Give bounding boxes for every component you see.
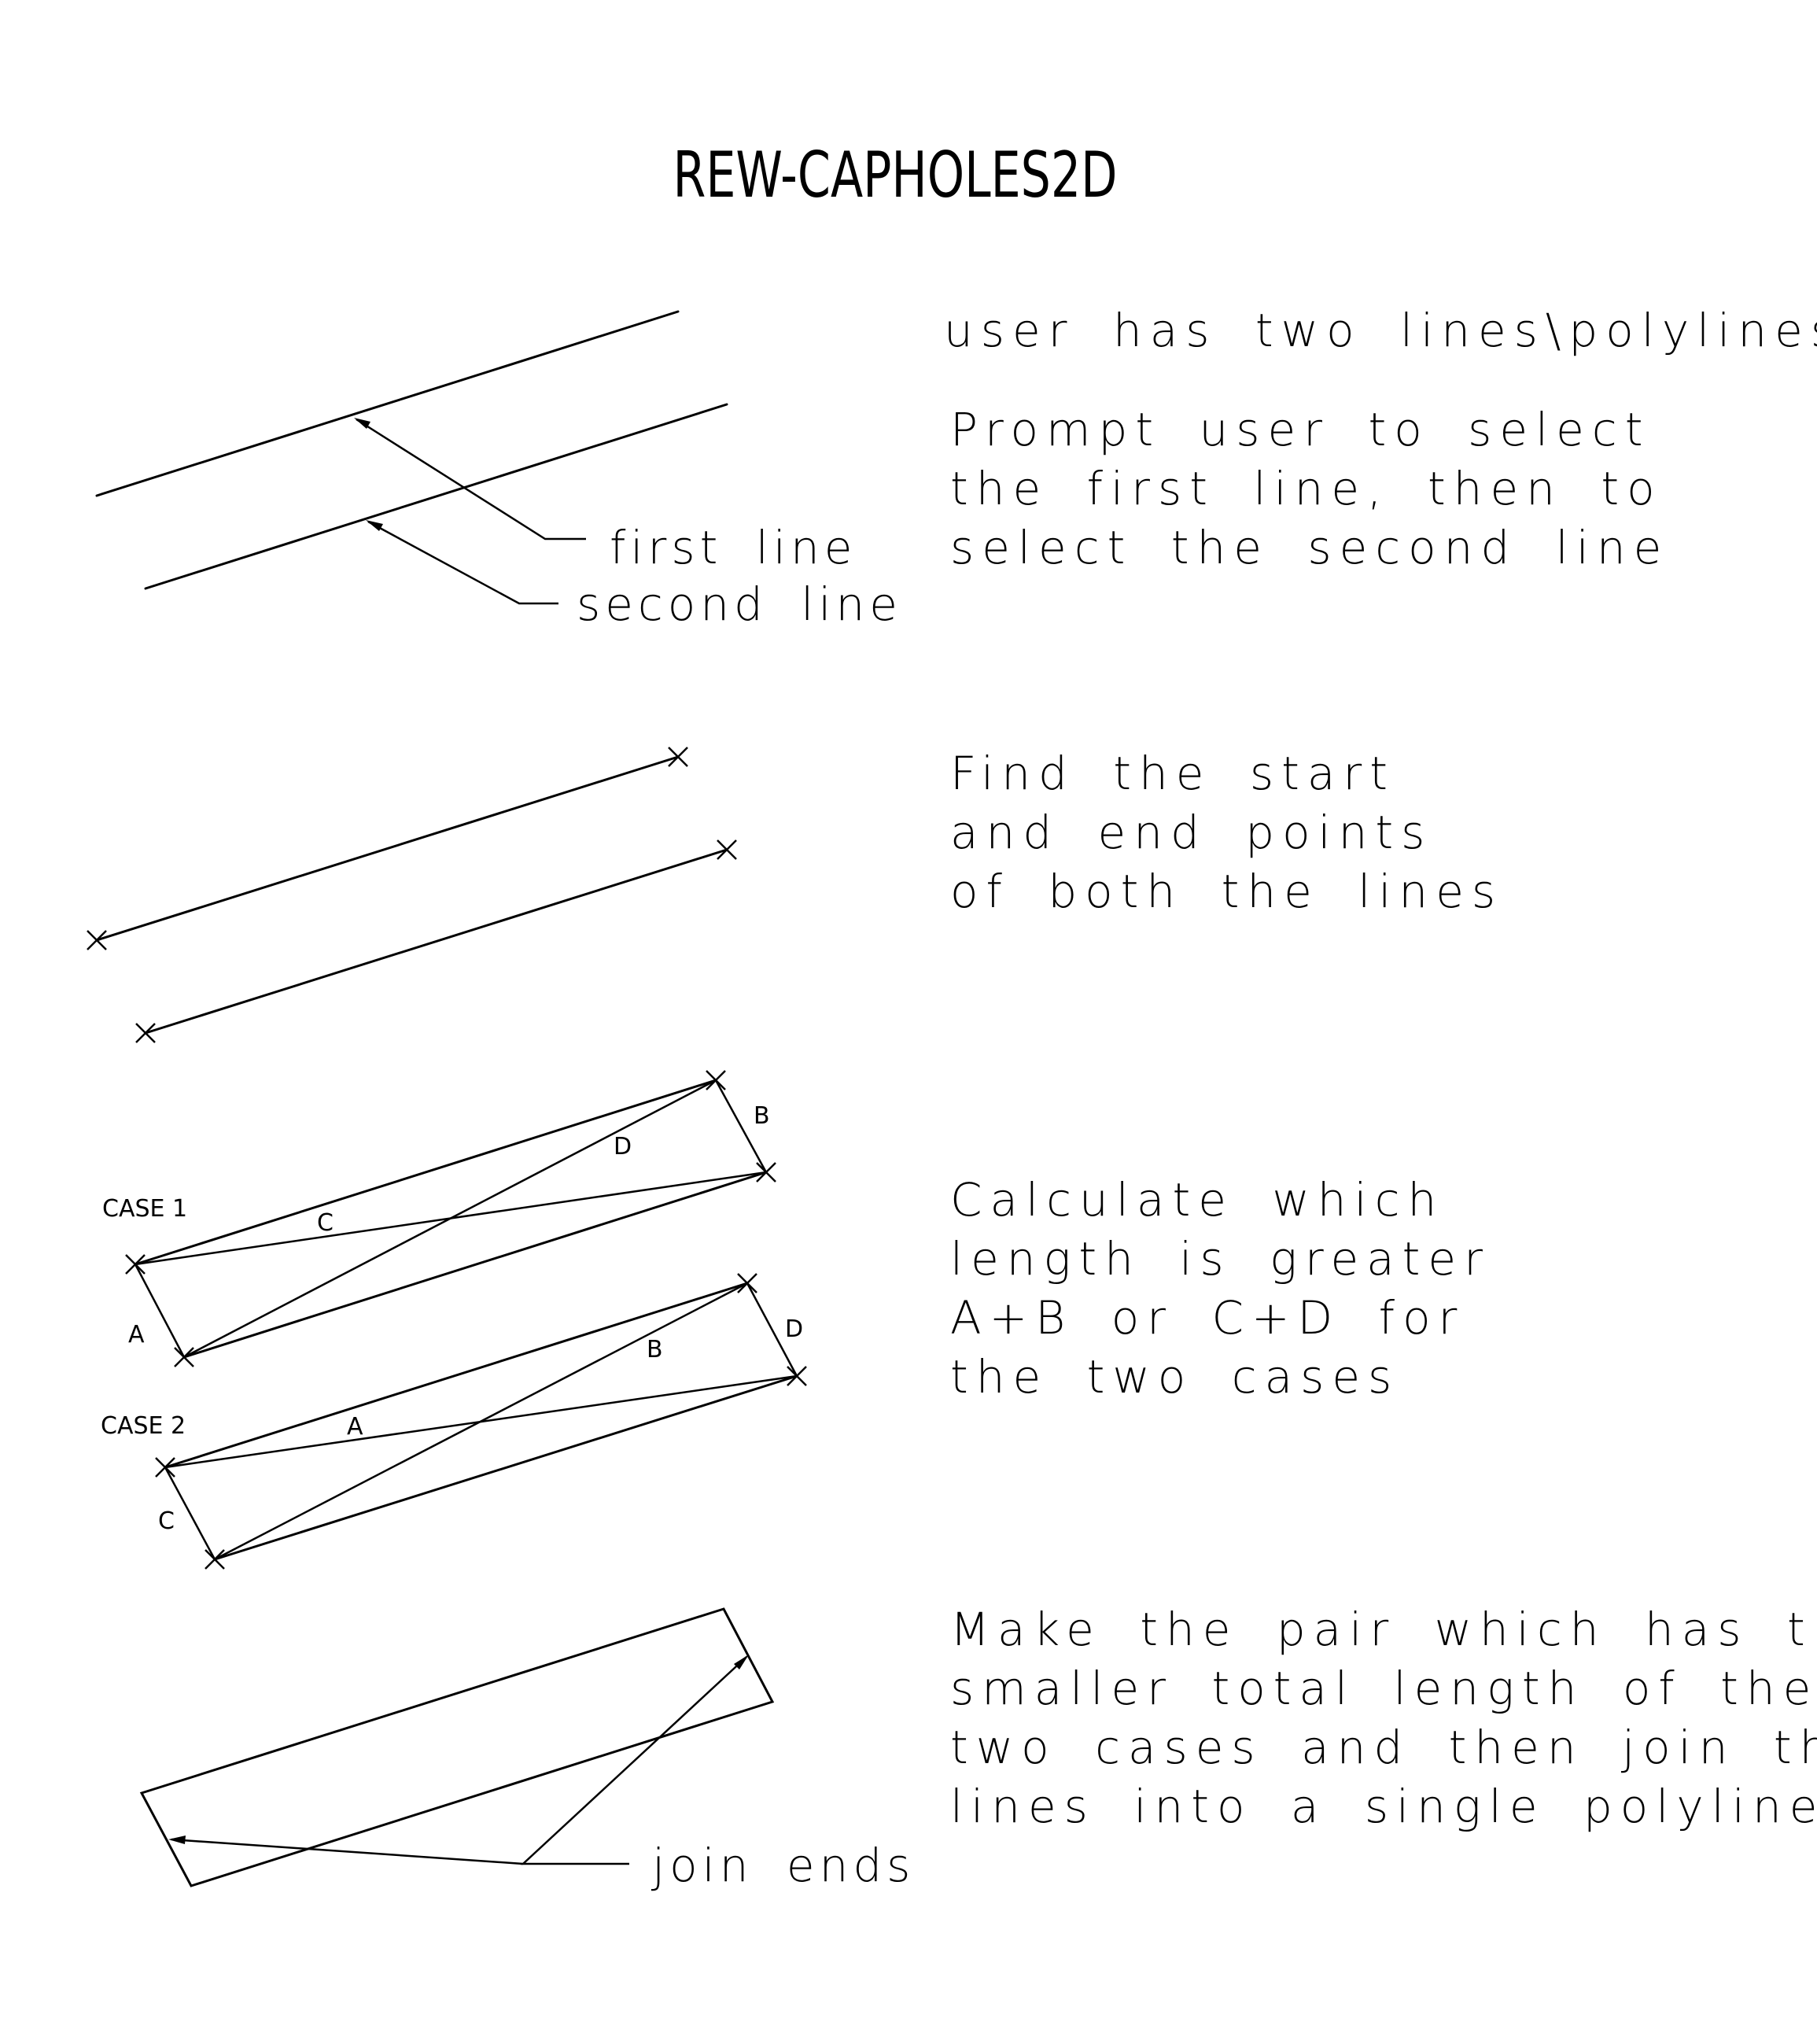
endpoint-marker	[174, 1347, 194, 1367]
case2-line-bottom	[213, 1374, 798, 1561]
diagram-title: REW-CAPHOLES2D	[673, 138, 1118, 212]
endpoint-marker	[205, 1549, 225, 1570]
step2-description: Find the start and end points of both th…	[950, 747, 1503, 918]
joined-polyline	[139, 1607, 775, 1887]
endpoint-marker	[737, 1273, 757, 1293]
step4-desc-line: two cases and then join the	[950, 1721, 1817, 1774]
case2-letter-d: D	[785, 1315, 803, 1343]
join-ends-label: join ends	[651, 1839, 915, 1892]
first-line-label: first line	[610, 521, 857, 574]
case1-line-bottom	[182, 1171, 768, 1359]
endpoint-marker	[87, 930, 107, 950]
step1-desc2-line: the first line, then to	[950, 462, 1663, 515]
case1-letter-a: A	[128, 1321, 145, 1349]
step3-description: Calculate which length is greater A+B or…	[950, 1173, 1491, 1404]
case1-segment-a	[134, 1264, 186, 1358]
step3-desc-line: the two cases	[950, 1350, 1399, 1404]
join-ends-arrowhead-left	[168, 1836, 186, 1844]
join-ends-leader	[520, 1656, 747, 1865]
step2-desc-line: Find the start	[950, 747, 1395, 800]
step3-desc-line: length is greater	[950, 1232, 1491, 1286]
case1-line-top	[134, 1079, 717, 1266]
step4-desc-line: Make the pair which has the	[950, 1603, 1817, 1656]
step4-desc-line: smaller total length of the	[950, 1662, 1817, 1715]
endpoint-marker	[706, 1070, 726, 1090]
second-line-arrowhead	[366, 520, 383, 531]
first-line	[95, 310, 680, 497]
join-ends-leader-left	[171, 1838, 524, 1865]
step1-description: user has two lines\polylines Prompt user…	[944, 304, 1817, 574]
case1-letter-d: D	[614, 1133, 632, 1160]
endpoint-marker	[155, 1457, 175, 1478]
step3-desc-line: A+B or C+D for	[950, 1291, 1465, 1345]
endpoint-marker	[717, 839, 737, 860]
case1-segment-d	[183, 1079, 717, 1359]
step2-desc-line: and end points	[950, 806, 1432, 859]
step2-desc-line: of both the lines	[950, 865, 1503, 918]
second-line-leader	[367, 520, 558, 605]
step2-figure	[87, 747, 737, 1043]
case2-segment-d	[746, 1282, 798, 1377]
step1-desc2-line: select the second line	[950, 521, 1669, 574]
endpoint-marker	[135, 1023, 156, 1043]
case1-letter-b: B	[754, 1102, 770, 1130]
endpoint-marker	[668, 747, 688, 767]
first-line-leader	[356, 418, 586, 541]
case2-figure: CASE 2 A B C D	[101, 1273, 807, 1570]
step1-figure: first line second line	[95, 310, 902, 631]
case2-label: CASE 2	[101, 1412, 186, 1440]
step3-desc-line: Calculate which	[950, 1173, 1444, 1227]
second-line-label: second line	[577, 577, 902, 631]
endpoint-marker	[125, 1254, 146, 1275]
step4-figure: join ends	[139, 1607, 915, 1892]
first-line-arrowhead	[354, 418, 370, 429]
endpoint-marker	[787, 1366, 807, 1386]
case2-segment-b	[214, 1282, 748, 1561]
step4-desc-line: lines into a single polyline	[950, 1780, 1817, 1833]
case2-letter-b: B	[647, 1336, 663, 1363]
case1-label: CASE 1	[102, 1195, 187, 1223]
endpoint-marker	[756, 1162, 776, 1182]
case1-letter-c: C	[317, 1209, 334, 1237]
step1-desc-line: user has two lines\polylines	[944, 304, 1817, 357]
step4-description: Make the pair which has the smaller tota…	[950, 1603, 1817, 1833]
case2-segment-c	[164, 1467, 216, 1560]
first-line	[95, 755, 680, 942]
second-line	[144, 403, 728, 590]
case2-line-top	[164, 1282, 749, 1469]
step1-desc2-line: Prompt user to select	[950, 403, 1650, 456]
case2-letter-c: C	[158, 1507, 175, 1535]
case1-figure: CASE 1 A B C D	[102, 1070, 776, 1367]
case1-segment-b	[714, 1079, 768, 1173]
case2-letter-a: A	[347, 1413, 363, 1441]
second-line	[144, 848, 728, 1035]
join-ends-arrowhead-right	[734, 1655, 749, 1670]
